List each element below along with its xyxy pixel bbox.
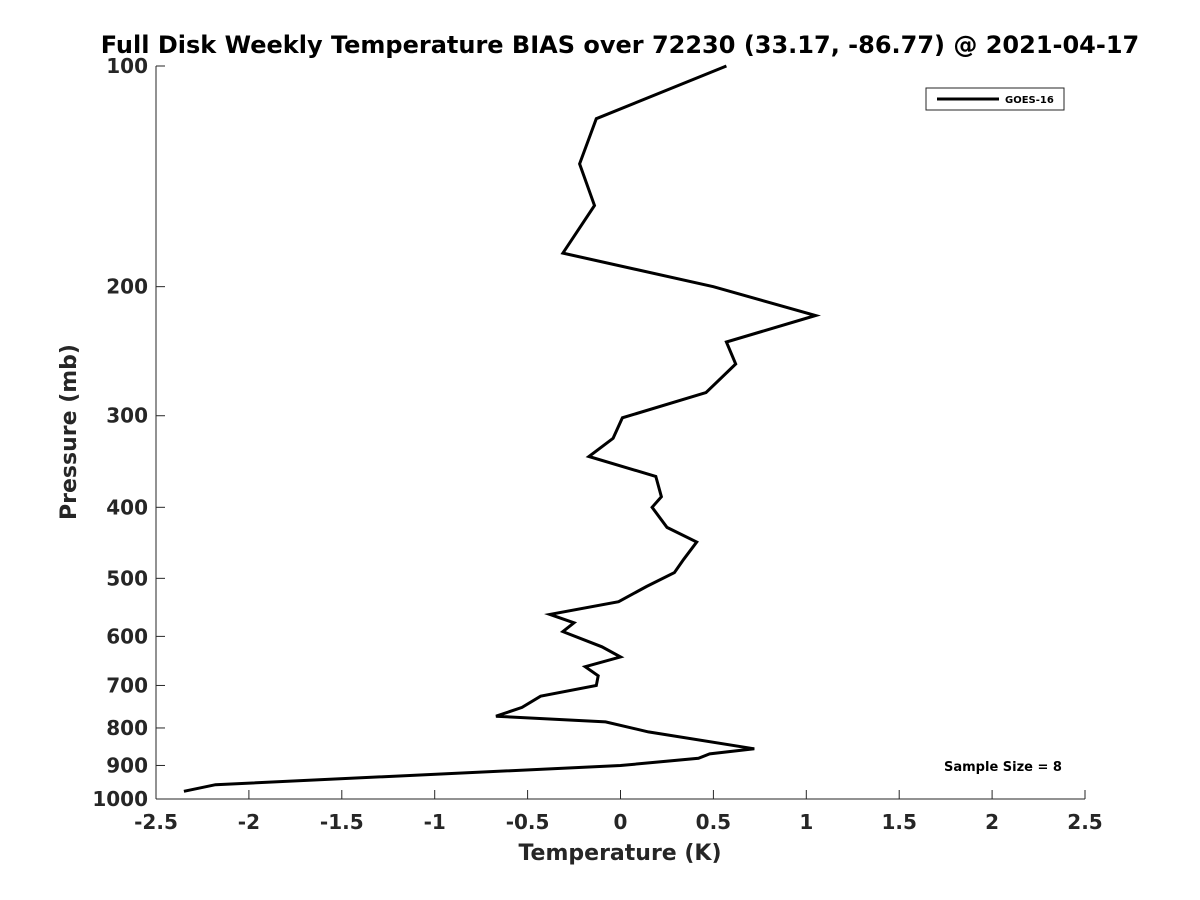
y-tick-label: 100 bbox=[106, 54, 148, 78]
legend: GOES-16 bbox=[925, 87, 1065, 111]
x-tick-label: 1 bbox=[799, 810, 813, 834]
y-tick-label: 500 bbox=[106, 566, 148, 590]
series-group bbox=[183, 64, 821, 793]
y-tick-label: 400 bbox=[106, 495, 148, 519]
x-tick-label: -1 bbox=[424, 810, 446, 834]
y-axis-label: Pressure (mb) bbox=[57, 344, 82, 520]
y-tick-label: 800 bbox=[106, 716, 148, 740]
x-tick-label: -2.5 bbox=[134, 810, 178, 834]
y-tick-label: 700 bbox=[106, 673, 148, 697]
x-tick-label: 2 bbox=[985, 810, 999, 834]
y-tick-label: 900 bbox=[106, 753, 148, 777]
legend-entry: GOES-16 bbox=[1005, 95, 1054, 106]
x-tick-label: 1.5 bbox=[881, 810, 916, 834]
x-tick-label: -2 bbox=[238, 810, 260, 834]
y-tick-label: 300 bbox=[106, 404, 148, 428]
y-tick-label: 200 bbox=[106, 275, 148, 299]
x-tick-label: -0.5 bbox=[506, 810, 550, 834]
x-axis-label: Temperature (K) bbox=[518, 841, 721, 866]
y-tick-label: 600 bbox=[106, 624, 148, 648]
x-tick-label: 0 bbox=[614, 810, 628, 834]
x-tick-label: 0.5 bbox=[696, 810, 731, 834]
y-tick-label: 1000 bbox=[92, 787, 148, 811]
x-tick-label: 2.5 bbox=[1067, 810, 1102, 834]
chart-title: Full Disk Weekly Temperature BIAS over 7… bbox=[101, 31, 1140, 59]
y-axis-ticks: 100 200 300 400 500 600 700 800 900 1000 bbox=[92, 54, 165, 811]
x-axis-ticks: -2.5 -2 -1.5 -1 -0.5 0 0.5 1 1.5 2 2.5 bbox=[134, 790, 1103, 834]
sample-size-annotation: Sample Size = 8 bbox=[944, 760, 1062, 775]
x-tick-label: -1.5 bbox=[320, 810, 364, 834]
series-line-goes-16 bbox=[183, 64, 821, 793]
